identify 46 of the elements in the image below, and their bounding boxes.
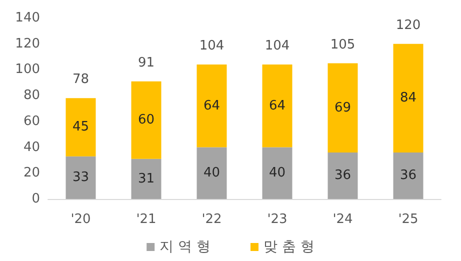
bar bbox=[328, 152, 358, 199]
total-label: 104 bbox=[199, 38, 224, 54]
bar bbox=[393, 152, 424, 199]
y-tick-label: 100 bbox=[15, 62, 40, 78]
y-tick-label: 60 bbox=[23, 114, 40, 129]
data-label: 64 bbox=[203, 98, 220, 114]
y-tick-label: 80 bbox=[23, 88, 40, 104]
data-label: 36 bbox=[334, 168, 352, 184]
data-label: 69 bbox=[334, 100, 352, 116]
y-tick-label: 20 bbox=[23, 166, 40, 181]
y-tick-label: 40 bbox=[23, 140, 40, 155]
x-tick-label: '20 bbox=[70, 212, 91, 227]
bar bbox=[393, 44, 424, 152]
data-label: 33 bbox=[72, 170, 90, 186]
bar bbox=[196, 64, 227, 148]
y-tick-label: 0 bbox=[32, 192, 40, 206]
bar bbox=[262, 64, 292, 148]
bar bbox=[328, 63, 358, 152]
total-label: 105 bbox=[330, 37, 356, 52]
data-label: 45 bbox=[72, 120, 90, 135]
x-tick-label: '21 bbox=[136, 212, 156, 227]
bar bbox=[262, 147, 292, 199]
bar bbox=[131, 158, 162, 199]
bar bbox=[66, 98, 96, 156]
y-tick-label: 120 bbox=[15, 36, 40, 52]
total-label: 104 bbox=[264, 38, 290, 54]
x-tick-label: '23 bbox=[267, 212, 288, 227]
x-tick-label: '24 bbox=[332, 212, 353, 227]
bar bbox=[131, 81, 162, 159]
x-tick-label: '25 bbox=[398, 212, 418, 227]
bar bbox=[196, 147, 227, 199]
data-label: 40 bbox=[203, 166, 220, 181]
total-label: 78 bbox=[72, 72, 90, 88]
y-tick-label: 140 bbox=[15, 10, 40, 26]
total-label: 91 bbox=[138, 55, 155, 70]
legend-label: 맞 춤 형 bbox=[264, 239, 314, 255]
data-label: 64 bbox=[268, 98, 286, 114]
data-label: 36 bbox=[400, 168, 417, 184]
total-label: 120 bbox=[396, 18, 421, 33]
bar bbox=[66, 156, 96, 199]
data-label: 31 bbox=[138, 171, 155, 186]
x-tick-label: '22 bbox=[202, 212, 222, 227]
data-label: 60 bbox=[138, 112, 155, 128]
data-label: 84 bbox=[400, 90, 417, 106]
legend-label: 지 역 형 bbox=[160, 239, 211, 255]
data-label: 40 bbox=[268, 166, 286, 181]
